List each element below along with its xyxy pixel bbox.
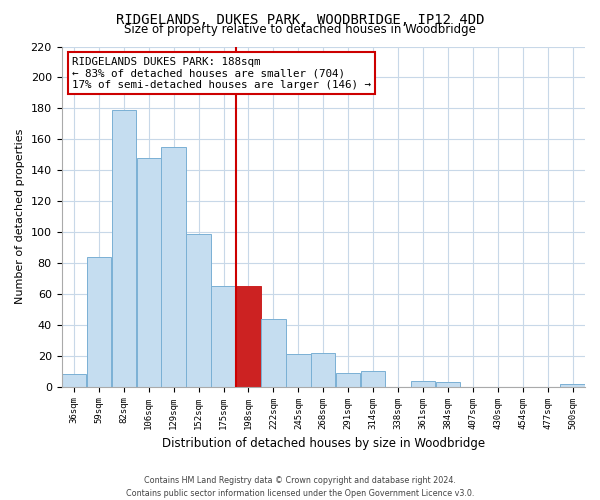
Bar [411, 380, 435, 386]
Text: Size of property relative to detached houses in Woodbridge: Size of property relative to detached ho… [124, 22, 476, 36]
Bar [161, 147, 186, 386]
Bar [62, 374, 86, 386]
Bar [560, 384, 585, 386]
X-axis label: Distribution of detached houses by size in Woodbridge: Distribution of detached houses by size … [162, 437, 485, 450]
Text: RIDGELANDS, DUKES PARK, WOODBRIDGE, IP12 4DD: RIDGELANDS, DUKES PARK, WOODBRIDGE, IP12… [116, 12, 484, 26]
Bar [137, 158, 161, 386]
Bar [336, 373, 361, 386]
Text: Contains HM Land Registry data © Crown copyright and database right 2024.
Contai: Contains HM Land Registry data © Crown c… [126, 476, 474, 498]
Bar [112, 110, 136, 386]
Bar [236, 286, 260, 386]
Text: RIDGELANDS DUKES PARK: 188sqm
← 83% of detached houses are smaller (704)
17% of : RIDGELANDS DUKES PARK: 188sqm ← 83% of d… [72, 56, 371, 90]
Bar [311, 352, 335, 386]
Bar [211, 286, 236, 386]
Bar [361, 371, 385, 386]
Y-axis label: Number of detached properties: Number of detached properties [15, 129, 25, 304]
Bar [87, 257, 111, 386]
Bar [261, 318, 286, 386]
Bar [286, 354, 311, 386]
Bar [187, 234, 211, 386]
Bar [436, 382, 460, 386]
